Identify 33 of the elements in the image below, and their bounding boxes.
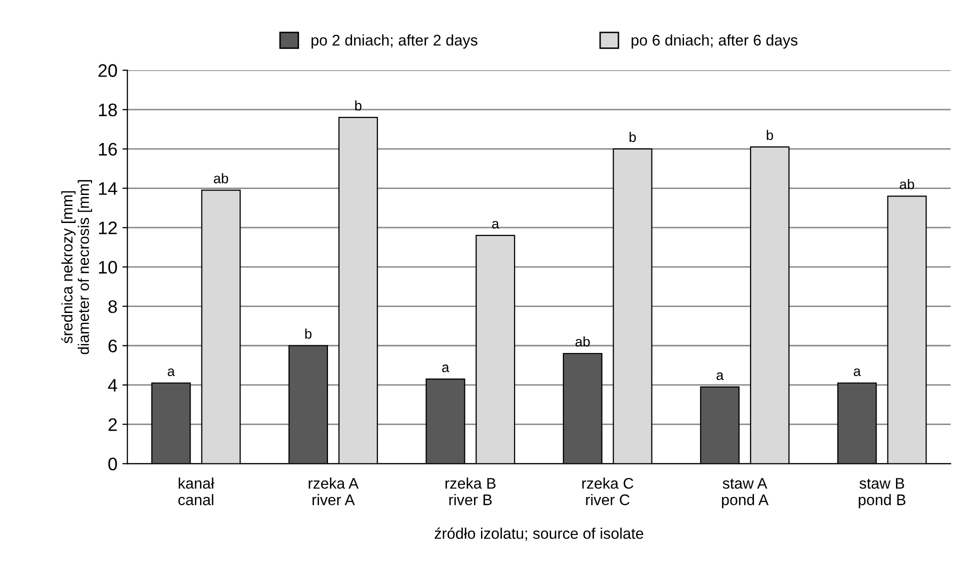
- data-label: a: [168, 368, 175, 376]
- legend-label: po 2 dniach; after 2 days: [312, 34, 478, 49]
- x-tick-label: kanał canal: [178, 478, 214, 506]
- y-tick-label: 6: [108, 340, 117, 352]
- x-tick-label: rzeka B river B: [446, 478, 496, 506]
- x-axis-title: źródło izolatu; source of isolate: [434, 528, 644, 541]
- data-label: ab: [214, 173, 228, 184]
- y-tick-label: 10: [98, 260, 117, 274]
- data-label: b: [630, 132, 636, 142]
- data-label: a: [854, 368, 861, 376]
- y-tick-label: 12: [98, 222, 117, 234]
- y-tick-label: 2: [108, 418, 117, 431]
- data-label: a: [442, 364, 450, 372]
- y-tick-label: 20: [98, 64, 117, 77]
- data-label: b: [305, 328, 312, 339]
- y-tick-label: 0: [108, 458, 117, 470]
- x-tick-label: staw A pond A: [722, 478, 769, 508]
- data-label: a: [492, 220, 500, 229]
- x-tick-label: rzeka C river C: [582, 478, 634, 506]
- y-axis-title: średnica nekrozy [mm] diameter of necrosis [mm]: [61, 180, 92, 354]
- x-tick-label: staw B pond B: [858, 478, 906, 508]
- x-tick-label: rzeka A river A: [308, 478, 359, 506]
- y-tick-label: 14: [98, 182, 118, 195]
- y-tick-label: 8: [108, 300, 117, 314]
- legend-label: po 6 dniach; after 6 days: [632, 34, 798, 49]
- y-tick-label: 4: [108, 379, 118, 392]
- data-label: b: [355, 100, 362, 111]
- data-label: ab: [900, 179, 914, 190]
- data-label: b: [766, 130, 774, 140]
- y-tick-label: 16: [98, 142, 117, 156]
- y-tick-label: 18: [98, 104, 117, 116]
- data-label: ab: [575, 336, 590, 347]
- data-label: a: [716, 372, 724, 380]
